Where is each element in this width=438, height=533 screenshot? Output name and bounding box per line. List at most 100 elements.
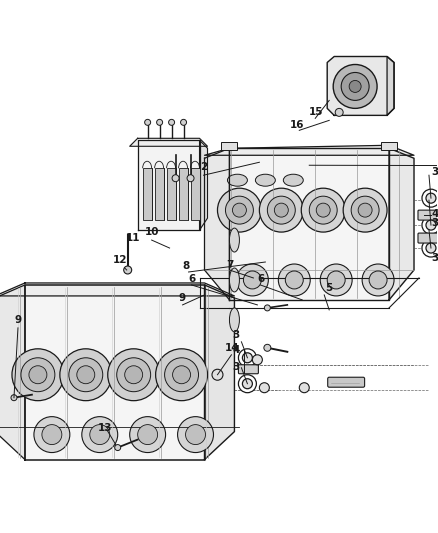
Circle shape <box>285 271 303 289</box>
Circle shape <box>11 395 17 401</box>
Circle shape <box>242 379 252 389</box>
Circle shape <box>29 366 47 384</box>
Text: 4: 4 <box>431 209 438 219</box>
Circle shape <box>172 175 179 182</box>
Circle shape <box>77 366 95 384</box>
Bar <box>155 168 164 220</box>
Circle shape <box>233 203 247 217</box>
Ellipse shape <box>230 308 240 332</box>
Text: 6: 6 <box>258 274 265 284</box>
Circle shape <box>187 175 194 182</box>
Circle shape <box>90 425 110 445</box>
Circle shape <box>238 375 256 393</box>
Text: 3: 3 <box>431 218 438 228</box>
Circle shape <box>82 417 118 453</box>
Circle shape <box>320 264 352 296</box>
Text: 14: 14 <box>225 343 240 353</box>
Text: 4: 4 <box>233 345 240 355</box>
FancyBboxPatch shape <box>328 377 364 387</box>
FancyBboxPatch shape <box>222 142 237 150</box>
Bar <box>179 168 187 220</box>
Text: 3: 3 <box>431 167 438 177</box>
Circle shape <box>238 349 256 367</box>
Circle shape <box>237 264 268 296</box>
Circle shape <box>335 108 343 116</box>
Polygon shape <box>0 285 25 459</box>
Text: 16: 16 <box>290 120 304 131</box>
Circle shape <box>157 119 162 125</box>
Text: 3: 3 <box>233 362 240 372</box>
Bar <box>191 168 200 220</box>
Circle shape <box>125 366 143 384</box>
Circle shape <box>212 369 223 380</box>
Text: 2: 2 <box>200 162 207 172</box>
Text: 6: 6 <box>188 274 195 284</box>
Polygon shape <box>0 283 234 296</box>
Circle shape <box>422 239 438 257</box>
Circle shape <box>333 64 377 108</box>
Polygon shape <box>205 146 414 155</box>
Circle shape <box>422 216 438 234</box>
FancyBboxPatch shape <box>381 142 397 150</box>
Circle shape <box>145 119 151 125</box>
Circle shape <box>124 266 132 274</box>
Circle shape <box>426 243 436 253</box>
Circle shape <box>426 193 436 203</box>
Circle shape <box>226 196 254 224</box>
Circle shape <box>155 349 208 401</box>
Circle shape <box>265 305 270 311</box>
Circle shape <box>369 271 387 289</box>
Circle shape <box>327 271 345 289</box>
Circle shape <box>60 349 112 401</box>
Circle shape <box>186 425 205 445</box>
Polygon shape <box>205 148 230 300</box>
Circle shape <box>422 189 438 207</box>
Circle shape <box>259 383 269 393</box>
Circle shape <box>341 72 369 100</box>
Bar <box>143 168 152 220</box>
Circle shape <box>21 358 55 392</box>
Circle shape <box>115 445 121 450</box>
Polygon shape <box>130 138 208 146</box>
Circle shape <box>351 196 379 224</box>
Circle shape <box>242 353 252 363</box>
Ellipse shape <box>255 174 276 186</box>
Circle shape <box>316 203 330 217</box>
Circle shape <box>218 188 261 232</box>
Circle shape <box>42 425 62 445</box>
Polygon shape <box>200 140 208 230</box>
Circle shape <box>138 425 158 445</box>
FancyBboxPatch shape <box>238 365 258 374</box>
Circle shape <box>426 220 436 230</box>
Circle shape <box>117 358 151 392</box>
Polygon shape <box>25 285 205 459</box>
Circle shape <box>274 203 288 217</box>
Text: 5: 5 <box>325 283 333 293</box>
Circle shape <box>264 344 271 351</box>
Text: 7: 7 <box>226 260 233 270</box>
Circle shape <box>259 188 303 232</box>
Circle shape <box>165 358 198 392</box>
Text: 15: 15 <box>309 107 324 117</box>
Circle shape <box>169 119 175 125</box>
Text: 9: 9 <box>14 315 21 325</box>
Circle shape <box>173 366 191 384</box>
Ellipse shape <box>230 268 240 292</box>
Circle shape <box>108 349 159 401</box>
Circle shape <box>180 119 187 125</box>
Polygon shape <box>389 148 414 300</box>
Circle shape <box>252 355 262 365</box>
Circle shape <box>343 188 387 232</box>
Circle shape <box>278 264 310 296</box>
Circle shape <box>349 80 361 92</box>
Text: 3: 3 <box>233 330 240 340</box>
Polygon shape <box>230 148 389 300</box>
Polygon shape <box>327 56 394 115</box>
Circle shape <box>309 196 337 224</box>
Circle shape <box>358 203 372 217</box>
Circle shape <box>130 417 166 453</box>
Circle shape <box>267 196 295 224</box>
Circle shape <box>177 417 213 453</box>
Text: 9: 9 <box>179 293 186 303</box>
Text: 12: 12 <box>113 255 127 265</box>
